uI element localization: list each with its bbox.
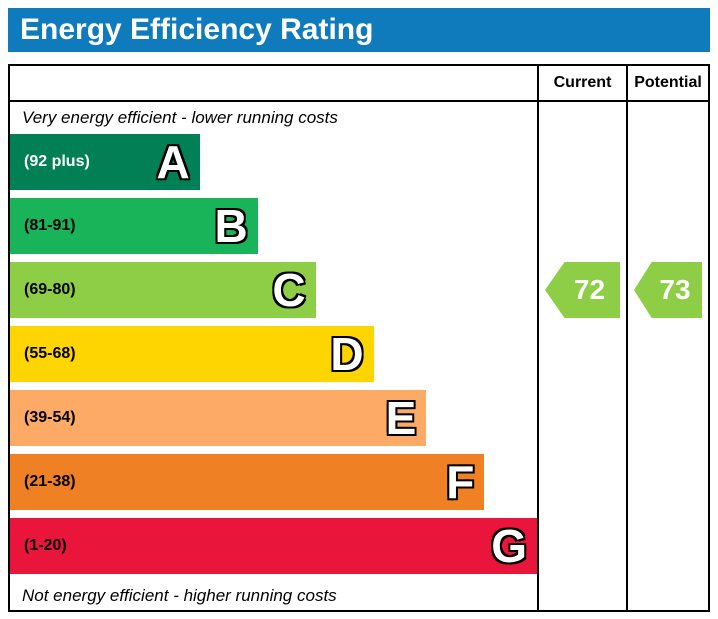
band-range: (39-54) <box>24 409 76 426</box>
band-range: (69-80) <box>24 281 76 298</box>
band-letter: F <box>445 456 476 508</box>
band-letter: B <box>213 200 249 252</box>
band-c: (69-80) C <box>10 262 316 318</box>
band-range: (92 plus) <box>24 153 90 170</box>
band-row: (1-20) G <box>10 518 537 582</box>
band-row: (55-68) D <box>10 326 537 390</box>
band-a: (92 plus) A <box>10 134 200 190</box>
potential-rating-arrow: 73 <box>634 262 702 318</box>
bands-section: Very energy efficient - lower running co… <box>10 102 537 610</box>
band-range: (21-38) <box>24 473 76 490</box>
column-header-potential: Potential <box>626 66 708 100</box>
column-header-current: Current <box>537 66 626 100</box>
band-row: (92 plus) A <box>10 134 537 198</box>
band-row: (21-38) F <box>10 454 537 518</box>
column-header-row: Current Potential <box>10 66 708 102</box>
current-rating-arrow: 72 <box>545 262 620 318</box>
potential-rating-value: 73 <box>659 274 691 305</box>
bottom-note: Not energy efficient - higher running co… <box>22 586 337 605</box>
potential-column: 73 <box>626 102 708 610</box>
column-header-spacer <box>10 66 537 100</box>
band-row: (69-80) C <box>10 262 537 326</box>
title-bar: Energy Efficiency Rating <box>8 8 710 52</box>
band-letter: G <box>490 520 529 572</box>
band-row: (39-54) E <box>10 390 537 454</box>
band-range: (81-91) <box>24 217 76 234</box>
band-letter: C <box>271 264 307 316</box>
band-letter: A <box>155 136 191 188</box>
chart-body: Very energy efficient - lower running co… <box>10 102 708 610</box>
top-note: Very energy efficient - lower running co… <box>22 108 338 127</box>
page-title: Energy Efficiency Rating <box>20 13 374 46</box>
energy-rating-chart: Current Potential Very energy efficient … <box>8 64 710 612</box>
current-column: 72 <box>537 102 626 610</box>
band-range: (55-68) <box>24 345 76 362</box>
band-row: (81-91) B <box>10 198 537 262</box>
band-f: (21-38) F <box>10 454 485 510</box>
band-g: (1-20) G <box>10 518 537 574</box>
band-letter: D <box>329 328 365 380</box>
band-letter: E <box>384 392 418 444</box>
band-range: (1-20) <box>24 537 67 554</box>
current-rating-value: 72 <box>573 274 606 305</box>
band-e: (39-54) E <box>10 390 427 446</box>
band-d: (55-68) D <box>10 326 374 382</box>
band-b: (81-91) B <box>10 198 258 254</box>
